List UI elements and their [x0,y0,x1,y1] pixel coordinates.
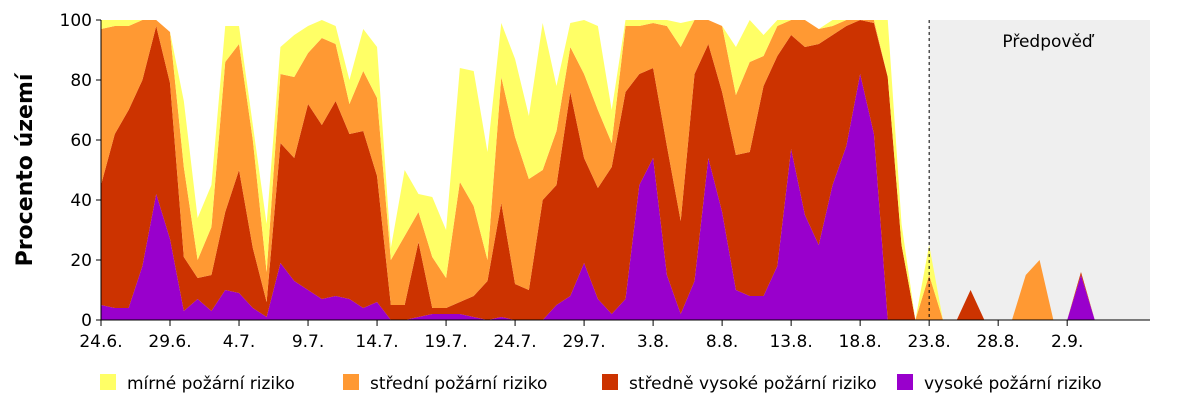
y-tick-group: 0 20 40 60 80 100 [60,11,101,331]
x-tick-label: 28.8. [977,332,1020,352]
y-tick-label: 60 [70,131,92,151]
area-series-2 [101,20,1150,320]
y-tick-label: 40 [70,191,92,211]
x-tick-label: 8.8. [706,332,738,352]
x-tick-label: 23.8. [908,332,951,352]
area-series-3 [101,20,1150,320]
x-tick-label: 9.7. [292,332,324,352]
y-axis-label: Procento území [13,72,38,266]
x-tick-label: 24.7. [493,332,536,352]
legend-swatch [602,374,618,390]
legend: mírné požární riziko střední požární rizi… [100,374,1102,394]
legend-label: vysoké požární riziko [924,374,1102,394]
legend-label: střední požární riziko [370,374,547,394]
x-tick-label: 4.7. [223,332,255,352]
y-tick-label: 0 [81,311,92,331]
x-tick-label: 29.7. [562,332,605,352]
legend-swatch [343,374,359,390]
legend-label: mírné požární riziko [127,374,295,394]
forecast-label: Předpověď [1002,32,1095,52]
x-tick-label: 13.8. [769,332,812,352]
legend-label: středně vysoké požární riziko [629,374,877,394]
x-tick-label: 29.6. [148,332,191,352]
x-tick-label: 19.7. [424,332,467,352]
y-tick-label: 100 [60,11,92,31]
x-tick-label: 2.9. [1051,332,1083,352]
y-tick-label: 20 [70,251,92,271]
x-tick-label: 3.8. [637,332,669,352]
x-tick-label: 18.8. [839,332,882,352]
legend-swatch [100,374,116,390]
x-tick-label: 14.7. [355,332,398,352]
y-tick-label: 80 [70,71,92,91]
area-series-group [101,20,1150,320]
x-tick-label: 24.6. [79,332,122,352]
legend-swatch [897,374,913,390]
x-tick-group: 24.6. 29.6. 4.7. 9.7. 14.7. 19.7. 24.7. 29.7. 3.… [79,320,1083,352]
